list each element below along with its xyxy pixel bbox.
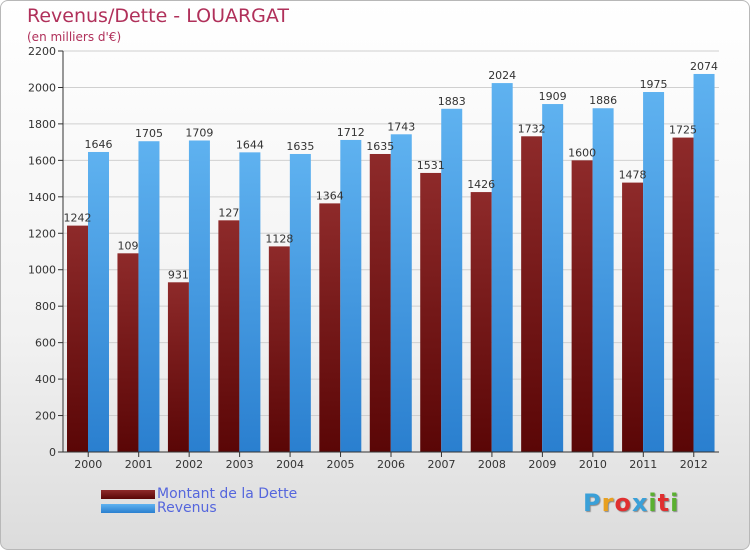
y-tick-label: 800 [35, 300, 56, 313]
bar-dette [470, 192, 492, 452]
data-label-revenus: 1709 [185, 126, 213, 139]
data-label-revenus: 2024 [488, 69, 516, 82]
data-label-dette: 127 [218, 206, 239, 219]
x-tick-label: 2011 [629, 458, 657, 471]
bar-revenus [138, 141, 160, 452]
x-tick-label: 2007 [427, 458, 455, 471]
bar-revenus [390, 134, 412, 452]
bar-dette [622, 182, 644, 453]
y-tick-label: 1000 [28, 264, 56, 277]
bar-dette [167, 282, 189, 452]
data-label-revenus: 1883 [438, 95, 466, 108]
logo-letter: i [648, 489, 658, 517]
bar-dette [117, 253, 139, 452]
y-tick-label: 1800 [28, 118, 56, 131]
data-label-dette: 1635 [366, 140, 394, 153]
x-tick-label: 2010 [579, 458, 607, 471]
bar-revenus [289, 153, 311, 453]
data-label-dette: 109 [117, 239, 138, 252]
data-label-revenus: 2074 [690, 60, 718, 73]
y-tick-label: 1200 [28, 227, 56, 240]
y-tick-label: 2000 [28, 81, 56, 94]
data-label-dette: 1732 [518, 122, 546, 135]
data-label-revenus: 1646 [85, 138, 113, 151]
bar-dette [67, 225, 88, 452]
data-label-dette: 931 [168, 268, 189, 281]
bar-revenus [693, 73, 715, 452]
logo-letter: o [614, 489, 632, 517]
logo-letter: x [631, 489, 649, 517]
chart-subtitle: (en milliers d'€) [27, 30, 122, 44]
logo-letter: P [583, 489, 602, 517]
legend-swatch-revenus [101, 503, 155, 513]
bar-revenus [340, 139, 362, 452]
x-tick-label: 2002 [175, 458, 203, 471]
x-tick-label: 2009 [528, 458, 556, 471]
y-tick-label: 200 [35, 410, 56, 423]
y-tick-label: 400 [35, 373, 56, 386]
chart-title: Revenus/Dette - LOUARGAT [27, 5, 290, 27]
data-label-dette: 1531 [417, 159, 445, 172]
bar-dette [369, 153, 391, 453]
data-label-dette: 1128 [265, 232, 293, 245]
data-label-revenus: 1743 [387, 120, 415, 133]
data-label-revenus: 1705 [135, 127, 163, 140]
bar-revenus [188, 140, 210, 452]
y-tick-label: 2200 [28, 45, 56, 58]
data-label-revenus: 1975 [640, 78, 668, 91]
data-label-dette: 1478 [619, 169, 647, 182]
legend: Montant de la Dette Revenus [101, 486, 298, 516]
legend-swatch-dette [101, 489, 155, 499]
data-label-revenus: 1712 [337, 126, 365, 139]
x-tick-label: 2008 [478, 458, 506, 471]
bar-dette [521, 136, 543, 452]
data-label-dette: 1600 [568, 146, 596, 159]
x-tick-label: 2000 [74, 458, 102, 471]
bar-revenus [542, 104, 564, 452]
data-label-dette: 1725 [669, 124, 697, 137]
bar-revenus [239, 152, 261, 453]
bar-revenus [643, 92, 665, 453]
data-label-revenus: 1635 [286, 140, 314, 153]
axes: 0 200 400 600 800 1000 1200 1400 1600 1800 2000 220… [28, 45, 719, 471]
x-tick-label: 2012 [680, 458, 708, 471]
x-tick-label: 2001 [125, 458, 153, 471]
bar-revenus [441, 108, 463, 452]
legend-item-dette: Montant de la Dette [101, 486, 298, 502]
legend-label-dette: Montant de la Dette [157, 486, 298, 502]
data-label-dette: 1242 [64, 212, 92, 225]
bar-dette [571, 160, 593, 452]
x-tick-label: 2005 [327, 458, 355, 471]
proxiti-logo: Proxiti [583, 489, 679, 517]
legend-item-revenus: Revenus [101, 500, 297, 516]
bar-revenus [88, 151, 109, 452]
bar-dette [268, 246, 290, 452]
logo-letter: i [670, 489, 680, 517]
data-label-revenus: 1886 [589, 94, 617, 107]
bar-dette [319, 203, 341, 452]
bar-dette [218, 220, 240, 452]
data-label-revenus: 1644 [236, 138, 264, 151]
data-label-dette: 1364 [316, 189, 344, 202]
bar-revenus [491, 83, 513, 452]
x-tick-label: 2003 [226, 458, 254, 471]
bar-revenus [592, 108, 614, 452]
x-tick-label: 2006 [377, 458, 405, 471]
logo-letter: t [657, 489, 671, 517]
y-tick-label: 1600 [28, 154, 56, 167]
bars [67, 73, 715, 453]
data-label-revenus: 1909 [539, 90, 567, 103]
logo-letter: r [601, 489, 615, 517]
y-tick-label: 1400 [28, 191, 56, 204]
bar-dette [420, 172, 442, 452]
y-tick-label: 0 [49, 446, 56, 459]
y-tick-label: 600 [35, 337, 56, 350]
x-tick-label: 2004 [276, 458, 304, 471]
bar-dette [672, 137, 694, 453]
data-labels: 1242 1646 109 1705 931 1709 127 1644 1128 1635 136… [64, 60, 719, 281]
legend-label-revenus: Revenus [157, 500, 217, 516]
data-label-dette: 1426 [467, 178, 495, 191]
